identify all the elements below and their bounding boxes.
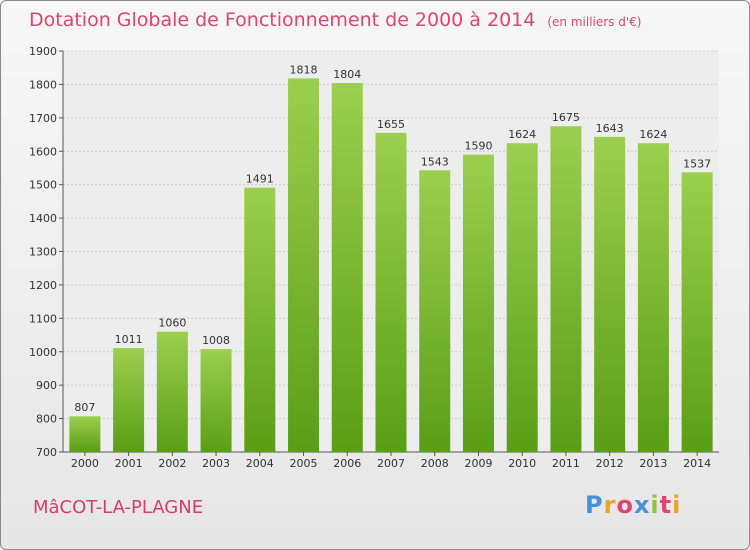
bar bbox=[681, 172, 713, 453]
x-tick-label: 2007 bbox=[377, 457, 405, 470]
chart-title-text: Dotation Globale de Fonctionnement de 20… bbox=[29, 9, 536, 31]
x-tick-label: 2012 bbox=[596, 457, 624, 470]
bar bbox=[113, 348, 145, 452]
y-tick-label: 700 bbox=[36, 446, 57, 459]
bar bbox=[156, 331, 188, 452]
x-tick-label: 2014 bbox=[683, 457, 711, 470]
bar-value-label: 1491 bbox=[246, 173, 274, 186]
bar-value-label: 1675 bbox=[552, 111, 580, 124]
bar-value-label: 807 bbox=[74, 401, 95, 414]
y-tick-label: 1900 bbox=[29, 45, 57, 58]
commune-name: MâCOT-LA-PLAGNE bbox=[33, 497, 204, 518]
bar bbox=[637, 143, 669, 453]
bar bbox=[550, 126, 582, 452]
bar-value-label: 1643 bbox=[596, 122, 624, 135]
proxiti-logo: Proxiti bbox=[585, 491, 681, 519]
logo-letter: r bbox=[603, 491, 617, 519]
bar bbox=[419, 170, 451, 453]
bar-value-label: 1590 bbox=[464, 140, 492, 153]
bar bbox=[200, 349, 232, 452]
bar bbox=[244, 187, 276, 452]
y-tick-label: 800 bbox=[36, 413, 57, 426]
bar-value-label: 1543 bbox=[421, 155, 449, 168]
logo-letter: t bbox=[659, 491, 673, 519]
x-tick-label: 2003 bbox=[202, 457, 230, 470]
x-tick-label: 2000 bbox=[71, 457, 99, 470]
x-tick-label: 2006 bbox=[333, 457, 361, 470]
chart-units: (en milliers d'€) bbox=[547, 15, 642, 29]
x-tick-label: 2005 bbox=[290, 457, 318, 470]
x-tick-label: 2008 bbox=[421, 457, 449, 470]
x-tick-label: 2009 bbox=[464, 457, 492, 470]
bar-value-label: 1537 bbox=[683, 157, 711, 170]
logo-letter: P bbox=[585, 491, 604, 519]
y-tick-label: 1300 bbox=[29, 246, 57, 259]
chart-title: Dotation Globale de Fonctionnement de 20… bbox=[29, 9, 641, 31]
bar bbox=[594, 136, 626, 452]
logo-letter: i bbox=[650, 491, 660, 519]
y-tick-label: 1400 bbox=[29, 212, 57, 225]
bar bbox=[462, 154, 494, 452]
y-tick-label: 1000 bbox=[29, 346, 57, 359]
logo-letter: i bbox=[672, 491, 682, 519]
x-tick-label: 2011 bbox=[552, 457, 580, 470]
x-tick-label: 2004 bbox=[246, 457, 274, 470]
bar bbox=[375, 132, 407, 452]
bar-value-label: 1818 bbox=[290, 63, 318, 76]
bar-value-label: 1624 bbox=[508, 128, 536, 141]
bar bbox=[288, 78, 320, 452]
x-tick-label: 2001 bbox=[115, 457, 143, 470]
bar bbox=[331, 83, 363, 452]
y-tick-label: 1700 bbox=[29, 112, 57, 125]
y-tick-label: 1200 bbox=[29, 279, 57, 292]
x-tick-label: 2013 bbox=[639, 457, 667, 470]
y-tick-label: 900 bbox=[36, 379, 57, 392]
bar-value-label: 1060 bbox=[158, 317, 186, 330]
x-tick-label: 2002 bbox=[158, 457, 186, 470]
y-tick-label: 1100 bbox=[29, 312, 57, 325]
y-tick-label: 1600 bbox=[29, 145, 57, 158]
x-tick-label: 2010 bbox=[508, 457, 536, 470]
bar-value-label: 1655 bbox=[377, 118, 405, 131]
bar bbox=[69, 416, 101, 452]
bar-value-label: 1804 bbox=[333, 68, 361, 81]
logo-letter: x bbox=[633, 491, 651, 519]
bar-value-label: 1011 bbox=[115, 333, 143, 346]
bar-value-label: 1624 bbox=[639, 128, 667, 141]
bar bbox=[506, 143, 538, 453]
logo-letter: o bbox=[616, 491, 634, 519]
y-tick-label: 1500 bbox=[29, 179, 57, 192]
bar-value-label: 1008 bbox=[202, 334, 230, 347]
y-tick-label: 1800 bbox=[29, 78, 57, 91]
